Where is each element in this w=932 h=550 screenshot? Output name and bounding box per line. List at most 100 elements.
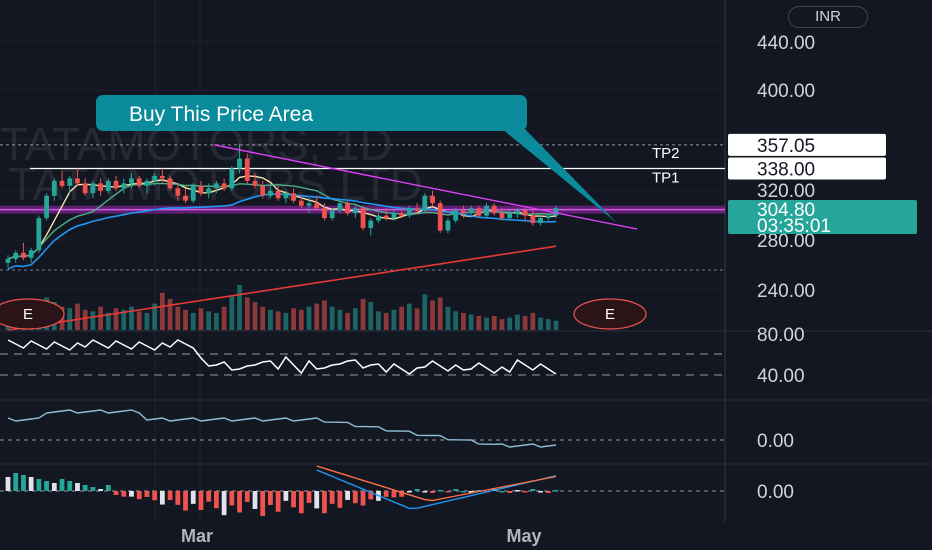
candle-body (82, 183, 88, 194)
candle-body (198, 185, 204, 194)
candle-body (214, 183, 219, 189)
price-axis-tick: 440.00 (757, 33, 815, 54)
candle-body (383, 215, 389, 219)
volume-bar (468, 314, 474, 330)
macd-signal-line (316, 465, 557, 502)
ma-slow-line (7, 193, 557, 270)
candle-body (476, 208, 482, 216)
macd-bar (553, 490, 559, 492)
macd-bar (538, 491, 543, 493)
volume-bar (90, 311, 96, 330)
volume-bar (352, 308, 358, 330)
volume-bar (75, 303, 80, 330)
candle-body (237, 158, 242, 169)
macd-histogram (5, 473, 559, 516)
macd-bar (314, 491, 320, 509)
candle-body (406, 208, 412, 216)
price-axis-tick: 240.00 (757, 281, 815, 302)
macd-bar (368, 491, 374, 500)
earnings-badge-label: E (23, 306, 33, 323)
macd-bar (5, 477, 11, 491)
volume-bar (399, 306, 405, 330)
macd-bar (530, 489, 536, 491)
candle-body (329, 210, 335, 219)
volume-bar (105, 312, 111, 330)
volume-bar (268, 309, 273, 330)
macd-bar (198, 491, 204, 510)
candle-body (484, 205, 489, 216)
volume-bar (136, 311, 142, 330)
volume-bar (190, 312, 196, 330)
volume-bar (306, 306, 312, 330)
tp2-price-tag-box (728, 133, 886, 156)
candle-body (360, 208, 366, 228)
candle-body (90, 183, 96, 194)
price-axis-tick: 400.00 (757, 81, 815, 102)
macd-bar (237, 491, 242, 513)
candle-body (129, 178, 134, 184)
candle-body (244, 158, 250, 181)
macd-bar (121, 491, 127, 497)
candle-body (268, 190, 273, 196)
volume-bar (298, 309, 304, 330)
macd-bar (129, 491, 134, 497)
macd-bar (252, 491, 258, 509)
candle-body (260, 185, 266, 196)
macd-bar (144, 491, 150, 497)
volume-bar (445, 306, 451, 330)
volume-bar (430, 300, 435, 330)
volume-bar (314, 303, 320, 330)
earnings-badge[interactable] (573, 298, 647, 330)
earnings-badge[interactable] (0, 298, 65, 330)
macd-bar (345, 491, 350, 500)
candle-body (221, 183, 227, 189)
volume-bar (376, 311, 381, 330)
volume-bar (214, 312, 219, 330)
volume-bar (406, 303, 412, 330)
tp1-label: TP1 (652, 169, 680, 186)
trendline (213, 144, 638, 230)
macd-bar (468, 491, 474, 493)
candle-body (5, 259, 11, 263)
candle-body (445, 220, 451, 231)
macd-bar (545, 491, 551, 493)
volume-bar (152, 303, 158, 330)
macd-bar (90, 487, 96, 491)
macd-bar (152, 491, 158, 501)
candle-body (51, 180, 57, 196)
macd-bar (291, 491, 296, 508)
candle-body (159, 175, 165, 179)
volume-bar (67, 308, 73, 330)
macd-bar (59, 479, 65, 491)
currency-selector-button[interactable]: INR (788, 6, 868, 28)
callout: Buy This Price Area (96, 95, 617, 223)
candle-body (376, 215, 381, 221)
macd-bar (167, 491, 173, 500)
candle-body (515, 210, 520, 214)
macd-bar (82, 485, 88, 491)
macd-bar (414, 489, 420, 491)
callout-box (96, 95, 527, 131)
candle-body (105, 180, 111, 191)
candle-body (306, 203, 312, 206)
macd-bar (337, 491, 343, 508)
volume-bar (414, 308, 420, 330)
macd-bar (383, 491, 389, 497)
volume-bar (391, 309, 397, 330)
macd-bar (437, 490, 443, 492)
candle-body (553, 208, 559, 216)
volume-bar (283, 312, 289, 330)
adx-line (7, 409, 557, 448)
candle-body (28, 250, 34, 258)
time-axis-label: May (506, 526, 541, 546)
macd-bar (244, 491, 250, 502)
volume-bar (167, 298, 173, 330)
volume-bar (175, 306, 181, 330)
candle-body (121, 183, 127, 189)
volume-bar (275, 311, 281, 330)
adx-axis-tick: 0.00 (757, 431, 794, 452)
macd-bar (515, 490, 520, 492)
candle-body (291, 193, 296, 201)
candle-body (298, 200, 304, 206)
